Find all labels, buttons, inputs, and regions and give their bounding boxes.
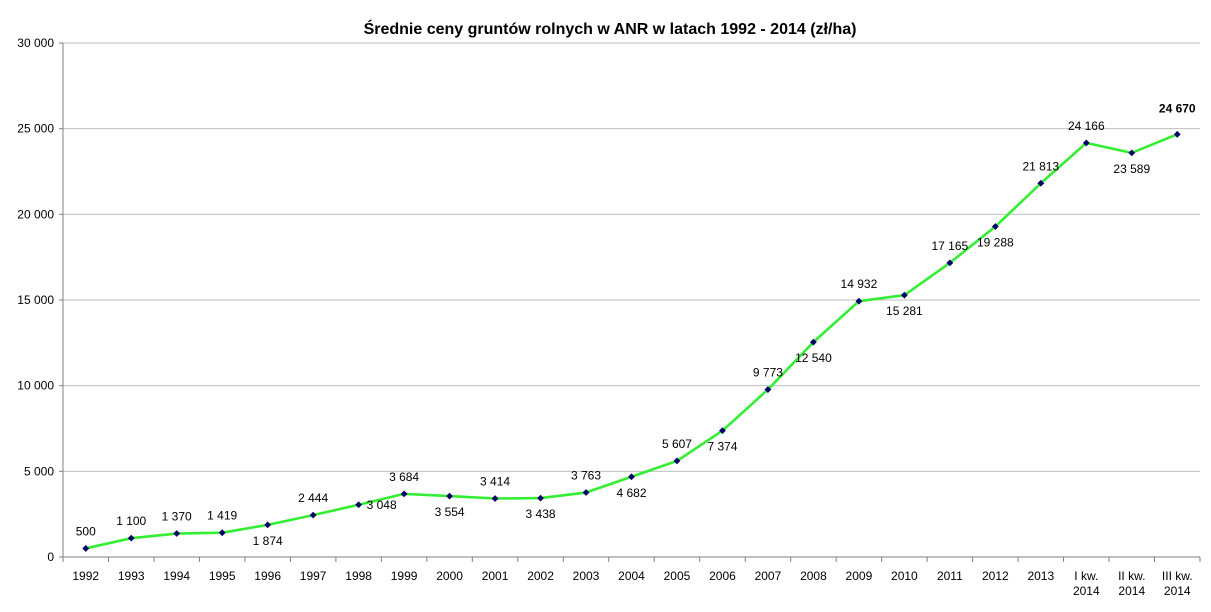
data-label: 12 540 <box>795 351 832 365</box>
data-point-marker <box>719 427 726 435</box>
data-point-marker <box>446 492 453 500</box>
x-tick-label: 2001 <box>482 569 509 583</box>
x-tick-label: 1994 <box>163 569 190 583</box>
data-label: 23 589 <box>1113 162 1150 176</box>
data-point-marker <box>582 489 590 496</box>
data-label: 24 670 <box>1159 101 1196 115</box>
data-label: 5 607 <box>662 437 692 451</box>
x-tick-label: 2003 <box>573 569 600 583</box>
x-tick-label: 2006 <box>709 569 736 583</box>
x-tick-label: II kw. 2014 <box>1118 569 1145 598</box>
x-tick-label: 2002 <box>527 569 554 583</box>
data-label: 1 370 <box>162 510 192 524</box>
data-points <box>82 130 1181 552</box>
x-tick-label: 1992 <box>72 569 99 583</box>
y-axis-tick-labels: 0 5 000 10 000 15 000 20 000 25 000 30 000 <box>17 36 54 564</box>
axes <box>59 42 1201 562</box>
data-point-marker <box>900 291 908 299</box>
data-point-marker <box>355 501 363 509</box>
chart-title: Średnie ceny gruntów rolnych w ANR w lat… <box>364 19 857 38</box>
data-point-marker <box>628 473 635 481</box>
data-label: 3 414 <box>480 475 510 489</box>
x-tick-label: I kw. 2014 <box>1073 569 1100 598</box>
x-tick-label: 1997 <box>300 569 327 583</box>
y-tick-label: 25 000 <box>17 122 54 136</box>
data-point-marker <box>537 494 544 502</box>
y-tick-label: 10 000 <box>17 379 54 393</box>
data-label: 500 <box>76 524 96 538</box>
data-point-marker <box>855 297 863 305</box>
x-tick-label: 2008 <box>800 569 827 583</box>
data-point-marker <box>810 338 817 346</box>
x-axis-tick-labels: 1992 1993 1994 1995 1996 1997 1998 1999 2000 2001… <box>72 569 1192 598</box>
data-point-marker <box>991 223 999 230</box>
data-point-marker <box>764 386 772 393</box>
data-point-marker <box>264 521 272 529</box>
x-tick-label: 2004 <box>618 569 645 583</box>
y-tick-label: 30 000 <box>17 36 54 50</box>
data-label: 3 438 <box>526 507 556 521</box>
data-label: 3 048 <box>367 498 397 512</box>
data-point-marker <box>1082 139 1090 147</box>
data-point-marker <box>127 534 135 542</box>
data-label: 1 100 <box>116 514 146 528</box>
data-label: 15 281 <box>886 304 923 318</box>
x-tick-label: 2009 <box>846 569 873 583</box>
x-tick-label: 1995 <box>209 569 236 583</box>
data-labels: 500 1 100 1 370 1 419 1 874 2 444 3 048 3 684 3 … <box>76 101 1196 548</box>
x-tick-label: 2007 <box>755 569 782 583</box>
data-point-marker <box>82 545 90 552</box>
x-tick-label: 2010 <box>891 569 918 583</box>
data-point-marker <box>173 530 181 537</box>
data-label: 3 554 <box>435 505 465 519</box>
data-point-marker <box>1173 130 1181 138</box>
x-tick-label: 2012 <box>982 569 1009 583</box>
x-tick-label: 2000 <box>436 569 463 583</box>
x-tick-label: 2005 <box>664 569 691 583</box>
data-point-marker <box>1037 179 1045 187</box>
data-label: 21 813 <box>1022 159 1059 173</box>
data-label: 3 684 <box>389 470 419 484</box>
y-tick-label: 5 000 <box>24 464 54 478</box>
data-label: 9 773 <box>753 366 783 380</box>
y-tick-label: 0 <box>47 550 54 564</box>
data-label: 7 374 <box>707 440 737 454</box>
y-tick-label: 20 000 <box>17 207 54 221</box>
data-label: 3 763 <box>571 469 601 483</box>
x-tick-label: 2011 <box>937 569 963 583</box>
data-label: 2 444 <box>298 491 328 505</box>
y-tick-label: 15 000 <box>17 293 54 307</box>
data-label: 19 288 <box>977 236 1014 250</box>
data-point-marker <box>218 529 226 537</box>
data-label: 24 166 <box>1068 119 1105 133</box>
data-point-marker <box>673 457 681 465</box>
data-label: 17 165 <box>932 239 969 253</box>
x-tick-label: 1999 <box>391 569 418 583</box>
x-tick-label: 1998 <box>345 569 372 583</box>
x-tick-label: 1996 <box>254 569 281 583</box>
data-point-marker <box>400 490 408 498</box>
data-point-marker <box>1128 149 1136 157</box>
x-tick-label: III kw. 2014 <box>1162 569 1193 598</box>
gridlines <box>63 42 1200 472</box>
data-point-marker <box>491 495 499 502</box>
data-label: 4 682 <box>616 486 646 500</box>
x-tick-label: 2013 <box>1027 569 1054 583</box>
data-point-marker <box>309 511 317 519</box>
data-point-marker <box>946 259 954 267</box>
data-label: 14 932 <box>841 277 878 291</box>
data-label: 1 874 <box>253 534 283 548</box>
data-label: 1 419 <box>207 509 237 523</box>
x-tick-label: 1993 <box>118 569 145 583</box>
